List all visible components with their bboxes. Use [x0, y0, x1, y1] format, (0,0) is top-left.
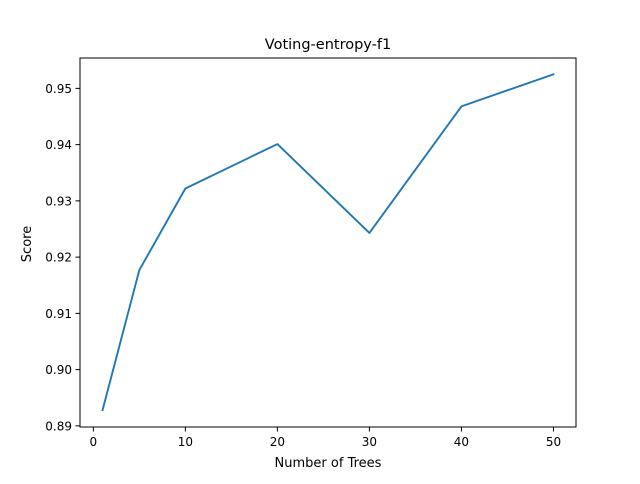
x-tick-label: 40 [454, 435, 469, 449]
series-line [101, 73, 555, 412]
x-axis-label: Number of Trees [275, 456, 382, 471]
axes-frame [79, 57, 577, 428]
plot-area: 0 10 20 30 40 50 0.89 0.90 0.91 0.92 0.93 0.94 0.95 [45, 57, 577, 449]
y-tick-label: 0.92 [45, 251, 72, 265]
y-tick-label: 0.89 [45, 419, 72, 433]
y-tick-label: 0.90 [45, 363, 72, 377]
y-tick-label: 0.95 [45, 82, 72, 96]
chart-title: Voting-entropy-f1 [265, 37, 391, 53]
y-tick-label: 0.91 [45, 307, 72, 321]
x-tick-label: 0 [90, 435, 98, 449]
x-tick-label: 30 [362, 435, 377, 449]
x-tick-label: 20 [270, 435, 285, 449]
y-tick-label: 0.93 [45, 194, 72, 208]
x-tick-label: 10 [178, 435, 193, 449]
x-tick-label: 50 [546, 435, 561, 449]
y-tick-label: 0.94 [45, 138, 72, 152]
y-axis-label: Score [20, 226, 35, 262]
